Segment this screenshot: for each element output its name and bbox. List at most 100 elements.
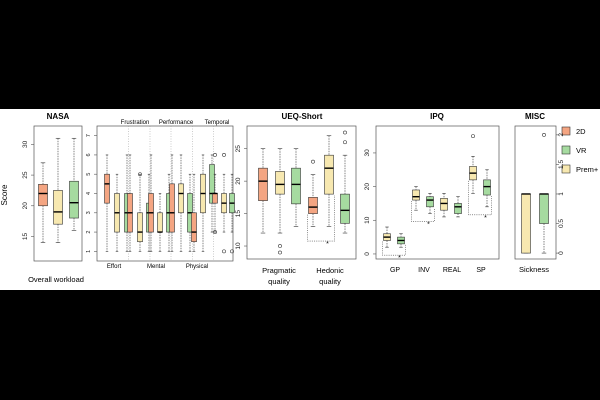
significance-marker: *: [326, 241, 329, 248]
ueq-ytick-label: 15: [235, 210, 242, 218]
ipq-box-gp-premplus: [383, 226, 391, 248]
misc-ytick-label: 0: [558, 251, 565, 255]
box-iqr: [212, 193, 218, 204]
ueq-box-pragmatic-quality-premplus: [275, 148, 285, 255]
nasa-sub-bottom-label-mental: Mental: [147, 264, 165, 270]
box-iqr: [169, 183, 175, 233]
ipq-label-gp: GP: [390, 267, 400, 274]
ipq-significance-sp: *: [468, 180, 492, 222]
misc-panel: 0 0.5 1 1.5 2: [514, 125, 565, 260]
nasa-sub-box-frustration-2d: [127, 154, 133, 252]
outlier-point: [343, 140, 347, 145]
box-iqr: [521, 193, 531, 254]
ipq-label-inv: INV: [418, 267, 430, 274]
nasa-sub-box-physical-premplus: [200, 154, 206, 252]
box-iqr: [426, 196, 434, 208]
outlier-point: [213, 230, 217, 234]
ueq-ytick-label: 25: [235, 145, 242, 153]
box-iqr: [340, 193, 350, 224]
outlier-point: [222, 153, 226, 157]
nasa-sub-ytick-label: 4: [86, 192, 92, 195]
box-iqr: [191, 212, 197, 243]
plot-layer: 15202530123456710152025*0102030***00.511…: [22, 125, 565, 262]
nasa-sub-box-effort-premplus: [114, 173, 120, 252]
significance-marker: *: [427, 222, 430, 229]
ueq-box-hedonic-quality-vr: [340, 130, 350, 234]
significance-bracket: [382, 241, 406, 256]
misc-label-sickness: Sickness: [519, 265, 549, 274]
outlier-point: [542, 132, 546, 137]
box-iqr: [539, 193, 549, 224]
nasa-sub-box-mental-premplus: [157, 193, 163, 252]
nasa-sub-box-physical-2d: [191, 173, 197, 252]
ueq-ytick-label: 20: [235, 177, 242, 185]
box-iqr: [157, 212, 163, 233]
misc-box-sickness-vr: [539, 132, 549, 254]
box-iqr: [38, 183, 48, 207]
outlier-point: [278, 244, 282, 248]
nasa-sub-ytick-label: 3: [86, 211, 92, 214]
outlier-point: [343, 130, 347, 135]
box-iqr: [291, 167, 301, 205]
ipq-significance-inv: *: [411, 201, 435, 229]
misc-box-sickness-premplus: [521, 193, 531, 254]
nasa-title: NASA: [47, 112, 70, 121]
legend: 2D VR Prem+: [561, 126, 599, 174]
legend-swatch-premplus: [561, 164, 571, 174]
nasa-sub-top-label-temporal: Temporal: [205, 120, 230, 126]
misc-ytick-label: 1: [558, 192, 565, 196]
nasa-ytick-label: 15: [22, 232, 29, 240]
ueq-label-hedonic-line1: Hedonic: [316, 266, 344, 275]
ipq-box-sp-vr: [483, 169, 491, 208]
nasa-sub-ytick-label: 2: [86, 231, 92, 234]
nasa-sub-panel: 1 2 3 4 5 6 7: [86, 125, 235, 262]
outlier-point: [278, 250, 282, 255]
box-iqr: [440, 198, 448, 211]
box-iqr: [324, 154, 334, 195]
nasa-xlabel: Overall workload: [28, 275, 84, 284]
ipq-title: IPQ: [430, 112, 444, 121]
nasa-sub-box-mental-2d: [148, 154, 154, 252]
nasa-sub-top-label-performance: Performance: [159, 120, 194, 126]
box-iqr: [53, 190, 63, 225]
misc-ytick-label: 2: [558, 133, 565, 137]
ipq-box-real-premplus: [440, 193, 448, 218]
misc-plot-frame: [514, 125, 557, 260]
ipq-box-gp-vr: [397, 233, 405, 248]
legend-label-vr: VR: [576, 146, 587, 155]
box-iqr: [412, 189, 420, 201]
nasa-ytick-label: 30: [22, 140, 29, 148]
ueq-label-hedonic-line2: quality: [319, 277, 341, 286]
nasa-sub-ytick-label: 7: [86, 134, 92, 137]
nasa-plot-frame: [33, 125, 83, 262]
nasa-sub-box-temporal-vr: [229, 173, 235, 254]
significance-marker: *: [484, 215, 487, 222]
ipq-label-sp: SP: [476, 267, 486, 274]
ueq-box-hedonic-quality-2d: [308, 159, 318, 227]
misc-ytick-label: 1.5: [558, 160, 565, 169]
misc-ytick-label: 0.5: [558, 219, 565, 228]
nasa-sub-box-performance-2d: [169, 154, 175, 252]
nasa-sub-ytick-label: 5: [86, 173, 92, 176]
box-iqr: [275, 171, 285, 195]
box-iqr: [308, 197, 318, 214]
box-iqr: [483, 179, 491, 196]
outlier-point: [222, 249, 226, 254]
outlier-point: [230, 249, 234, 254]
ueq-plot-frame: [246, 125, 357, 260]
ueq-box-pragmatic-quality-vr: [291, 148, 301, 227]
ipq-box-inv-vr: [426, 193, 434, 214]
significance-bracket: [307, 195, 335, 242]
nasa-sub-box-effort-2d: [104, 154, 110, 252]
box-iqr: [104, 173, 110, 204]
outlier-point: [138, 172, 142, 177]
ipq-box-inv-premplus: [412, 186, 420, 211]
nasa-panel: 15 20 25 30: [22, 125, 83, 262]
ueq-box-hedonic-quality-premplus: [324, 135, 334, 227]
nasa-box-overall-2d: [38, 162, 48, 243]
ipq-plot-frame: [375, 125, 500, 260]
nasa-sub-box-temporal-2d: [212, 153, 218, 234]
ueq-significance-hedonic-quality: *: [307, 195, 335, 248]
nasa-ytick-label: 25: [22, 171, 29, 179]
